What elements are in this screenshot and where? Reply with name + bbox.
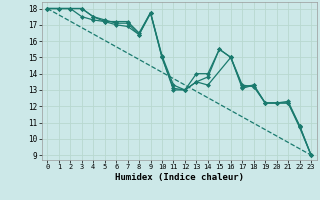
X-axis label: Humidex (Indice chaleur): Humidex (Indice chaleur) bbox=[115, 173, 244, 182]
